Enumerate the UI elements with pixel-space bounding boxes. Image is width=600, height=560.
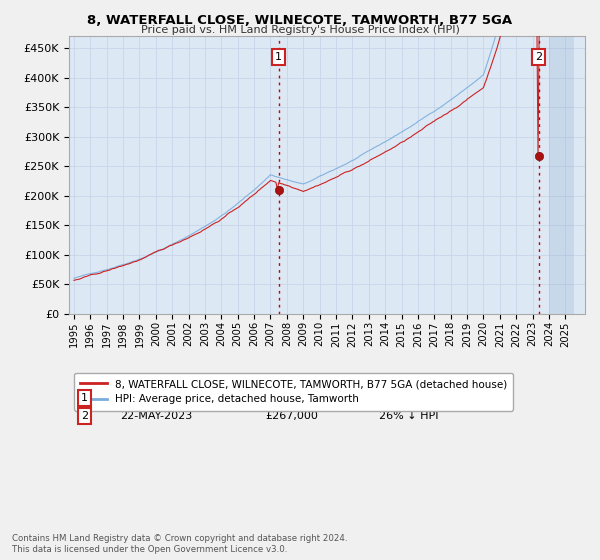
Text: Price paid vs. HM Land Registry's House Price Index (HPI): Price paid vs. HM Land Registry's House … bbox=[140, 25, 460, 35]
Text: 2: 2 bbox=[535, 52, 542, 62]
Text: 29-JUN-2007: 29-JUN-2007 bbox=[121, 393, 191, 403]
Text: £209,995: £209,995 bbox=[265, 393, 318, 403]
Text: £267,000: £267,000 bbox=[265, 411, 318, 421]
Text: 1: 1 bbox=[81, 393, 88, 403]
Text: 2: 2 bbox=[81, 411, 88, 421]
Text: Contains HM Land Registry data © Crown copyright and database right 2024.
This d: Contains HM Land Registry data © Crown c… bbox=[12, 534, 347, 554]
Text: 22-MAY-2023: 22-MAY-2023 bbox=[121, 411, 193, 421]
Text: 6% ↓ HPI: 6% ↓ HPI bbox=[379, 393, 431, 403]
Text: 26% ↓ HPI: 26% ↓ HPI bbox=[379, 411, 438, 421]
Text: 1: 1 bbox=[275, 52, 282, 62]
Legend: 8, WATERFALL CLOSE, WILNECOTE, TAMWORTH, B77 5GA (detached house), HPI: Average : 8, WATERFALL CLOSE, WILNECOTE, TAMWORTH,… bbox=[74, 373, 514, 410]
Text: 8, WATERFALL CLOSE, WILNECOTE, TAMWORTH, B77 5GA: 8, WATERFALL CLOSE, WILNECOTE, TAMWORTH,… bbox=[88, 14, 512, 27]
